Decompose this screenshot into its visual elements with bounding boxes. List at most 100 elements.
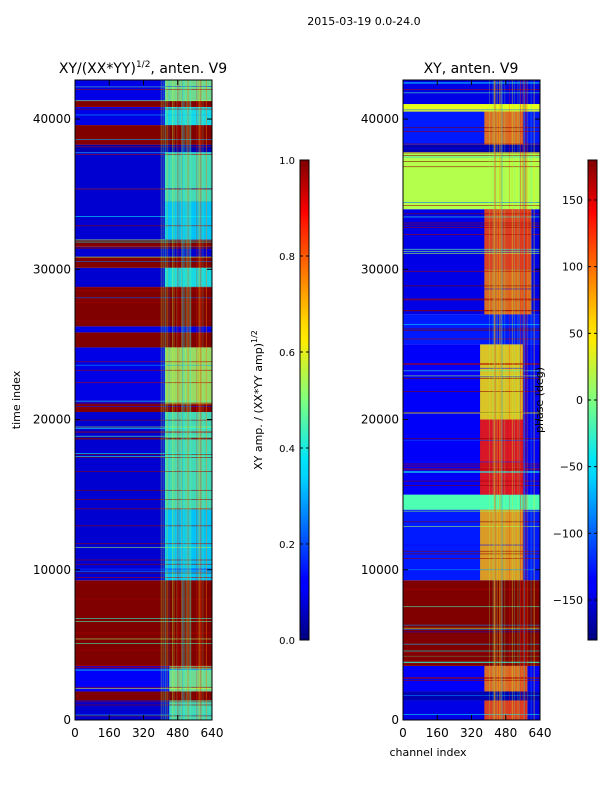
left-heat-stripe <box>188 80 190 720</box>
left-heat-streak <box>75 114 212 116</box>
left-heat-streak <box>75 248 212 249</box>
left-heat-streak <box>75 146 212 148</box>
left-heat-streak <box>75 632 212 634</box>
right-heat-streak <box>403 662 540 664</box>
left-colorbar-tick-label: 0.4 <box>279 444 295 455</box>
right-colorbar-tick-label: 150 <box>562 194 583 207</box>
left-heat-streak <box>75 456 212 457</box>
right-heat-hotspot <box>480 419 523 495</box>
left-colorbar-ticks: 0.0 0.2 0.4 0.6 0.8 1.0 <box>279 156 309 647</box>
left-colorbar-label-sup: 1/2 <box>250 330 259 343</box>
left-heat-stripe <box>160 80 162 720</box>
right-heat-streak <box>403 471 540 472</box>
right-chart-title: XY, anten. V9 <box>424 61 519 77</box>
right-heat-stripe <box>493 80 495 720</box>
left-heat-streak <box>75 666 212 668</box>
right-heat-stripe <box>497 80 499 720</box>
right-heat-streak <box>403 376 540 378</box>
left-heat-band <box>75 326 212 333</box>
right-heat-stripe <box>501 80 503 720</box>
right-heat-streak <box>403 161 540 162</box>
left-heat-streak <box>75 435 212 437</box>
left-heat-streak <box>75 546 212 548</box>
left-heat-streak <box>75 382 212 384</box>
left-y-tick-label: 20000 <box>33 413 71 427</box>
left-heat-band <box>75 144 212 153</box>
left-heat-stripe <box>202 80 204 720</box>
left-heat-streak <box>75 419 212 421</box>
right-colorbar-tick-label: −100 <box>553 527 583 540</box>
left-y-tick-label: 0 <box>63 713 71 727</box>
right-heat-streak <box>403 375 540 377</box>
right-heat-streak <box>403 627 540 629</box>
left-heat-band <box>75 332 212 348</box>
left-heat-stripe <box>178 80 180 720</box>
right-y-tick-label: 0 <box>391 713 399 727</box>
right-heat-stripe <box>526 80 528 720</box>
left-heat-stripe <box>164 80 166 720</box>
right-heat-streak <box>403 526 540 527</box>
left-heat-streak <box>75 499 212 500</box>
right-x-tick-label: 320 <box>460 726 483 740</box>
right-colorbar-tick-label: 50 <box>569 327 583 340</box>
left-heat-streak <box>75 320 212 322</box>
left-heat-stripe <box>176 80 178 720</box>
left-heat-hotspot <box>164 80 212 102</box>
right-heat-streak <box>403 544 540 546</box>
right-heat-streak <box>403 148 540 149</box>
left-heat-stripe <box>168 80 170 720</box>
right-heat-stripe <box>492 80 494 720</box>
right-colorbar-tick-label: 100 <box>562 261 583 274</box>
left-heat-streak <box>75 570 212 572</box>
right-heat-streak <box>403 202 540 203</box>
left-heat-stripe <box>198 80 200 720</box>
left-heat-hotspot <box>164 107 212 126</box>
right-y-tick-label: 20000 <box>361 413 399 427</box>
left-chart-title: XY/(XX*YY)1/2, anten. V9 <box>59 60 227 77</box>
right-heat-streak <box>403 367 540 369</box>
left-heat-band <box>75 101 212 108</box>
right-heat-streak <box>403 143 540 145</box>
right-heat-streak <box>403 270 540 272</box>
right-heat-band <box>403 580 540 666</box>
right-heat-streak <box>403 364 540 365</box>
right-heat-stripe <box>508 80 510 720</box>
left-heat-streak <box>75 239 212 241</box>
right-heat-stripe <box>519 80 521 720</box>
right-heat-hotspot <box>484 209 532 270</box>
right-heat-stripe <box>494 80 496 720</box>
right-x-tick-label: 640 <box>529 726 552 740</box>
right-heat-stripe <box>530 80 532 720</box>
left-heat-streak <box>75 568 212 570</box>
right-heat-stripe <box>504 80 506 720</box>
left-heat-streak <box>75 508 212 510</box>
left-y-tick-label: 40000 <box>33 112 71 126</box>
right-heat-streak <box>403 480 540 482</box>
right-heat-stripe <box>524 80 526 720</box>
left-heat-streak <box>75 403 212 405</box>
right-heat-stripe <box>495 80 497 720</box>
right-colorbar-tick-label: −50 <box>560 461 583 474</box>
right-panel: XY, anten. V9 0 10000 20000 30000 40000 0 160… <box>361 61 552 759</box>
left-heat-streak <box>75 364 212 366</box>
right-heat-stripe <box>512 80 514 720</box>
right-heat-stripe <box>521 80 523 720</box>
left-colorbar-tick-label: 0.8 <box>279 252 295 263</box>
right-heat-streak <box>403 558 540 559</box>
right-heat-streak <box>403 89 540 91</box>
left-heat-streak <box>75 108 212 110</box>
right-heat-streak <box>403 156 540 158</box>
right-heat-streak <box>403 468 540 470</box>
left-heat-stripe <box>183 80 185 720</box>
right-heat-stripe <box>501 80 503 720</box>
left-heat-stripe <box>173 80 175 720</box>
right-heat-streak <box>403 130 540 132</box>
right-x-ticks: 0 160 320 480 640 <box>399 80 551 740</box>
left-heat-streak <box>75 438 212 440</box>
right-heat-streak <box>403 109 540 111</box>
right-heat-streak <box>403 651 540 653</box>
left-heat-stripe <box>163 80 165 720</box>
right-heat-streak <box>403 298 540 300</box>
left-heat-stripe <box>205 80 207 720</box>
right-heat-streak <box>403 463 540 465</box>
